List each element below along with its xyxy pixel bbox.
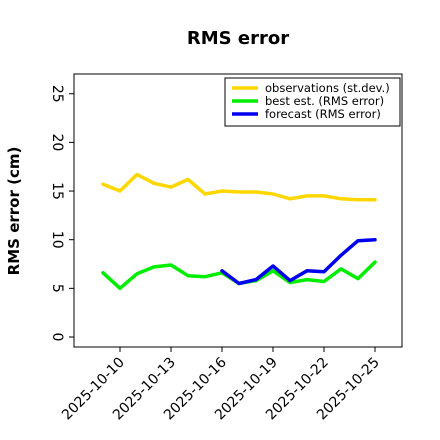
- y-tick-label: 15: [49, 182, 65, 200]
- y-tick-label: 5: [49, 284, 65, 293]
- legend-label: observations (st.dev.): [265, 81, 390, 95]
- y-axis-label: RMS error (cm): [5, 147, 23, 276]
- legend-label: forecast (RMS error): [265, 107, 381, 121]
- series-line-3: [220, 237, 377, 286]
- y-axis: 0 5 10 15 20 25: [49, 85, 74, 342]
- y-tick-label: 0: [49, 333, 65, 342]
- chart-title: RMS error: [187, 28, 289, 49]
- legend-label: best est. (RMS error): [265, 94, 384, 108]
- y-tick-label: 10: [49, 231, 65, 249]
- legend: observations (st.dev.)best est. (RMS err…: [224, 77, 401, 127]
- y-tick-label: 20: [49, 133, 65, 151]
- x-axis: 2025-10-102025-10-132025-10-162025-10-19…: [59, 347, 383, 423]
- y-tick-label: 25: [49, 85, 65, 103]
- series-lines: [101, 172, 377, 291]
- series-line-1: [101, 172, 377, 202]
